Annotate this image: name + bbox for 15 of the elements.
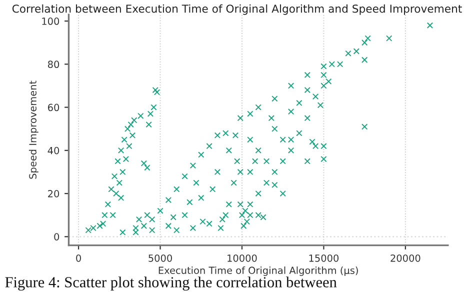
x-axis-title: Execution Time of Original Algorithm (µs) bbox=[158, 266, 358, 276]
y-axis-title: Speed Improvement bbox=[28, 80, 38, 179]
x-tick-label: 15000 bbox=[309, 254, 339, 262]
y-tick-label: 0 bbox=[54, 233, 60, 240]
y-tick-label: 60 bbox=[48, 104, 60, 112]
x-tick-label: 20000 bbox=[390, 254, 420, 262]
x-tick-label: 5000 bbox=[148, 254, 172, 262]
y-tick-label: 40 bbox=[48, 146, 60, 154]
x-tick-label: 0 bbox=[76, 254, 81, 262]
y-tick-label: 80 bbox=[48, 60, 60, 68]
caption: Figure 4: Scatter plot showing the correlation between bbox=[5, 276, 337, 291]
chart-title: Correlation between Execution Time of Original Algorithm and Speed Improvement bbox=[12, 4, 462, 15]
y-tick-label: 100 bbox=[42, 18, 60, 25]
y-tick-label: 20 bbox=[48, 190, 60, 198]
x-tick-label: 10000 bbox=[228, 254, 257, 262]
